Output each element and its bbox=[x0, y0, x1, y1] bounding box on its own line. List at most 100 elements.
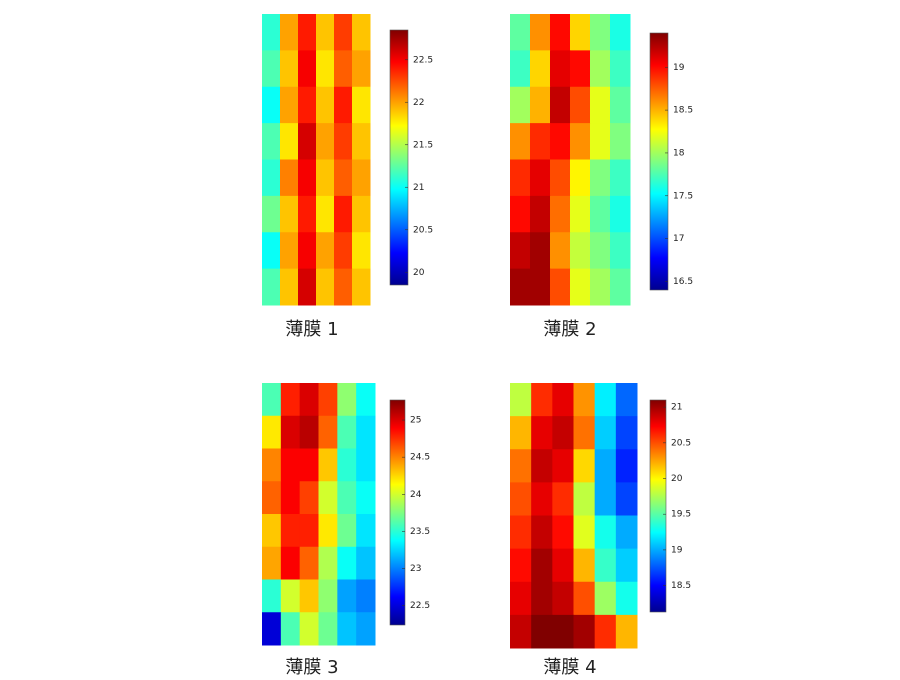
heat-cell bbox=[318, 448, 338, 482]
heat-cell bbox=[318, 612, 338, 646]
heat-cell bbox=[530, 86, 551, 124]
heat-cell bbox=[594, 581, 617, 616]
heat-cell bbox=[280, 448, 301, 482]
colorbar-tick-label: 20.5 bbox=[671, 438, 691, 448]
heat-cell bbox=[531, 482, 553, 516]
heat-cell bbox=[356, 579, 376, 613]
heat-cell bbox=[356, 612, 376, 646]
heat-cell bbox=[280, 159, 299, 197]
heat-cell bbox=[318, 579, 338, 613]
heat-cell bbox=[298, 14, 317, 51]
heat-cell bbox=[262, 14, 281, 51]
heat-cell bbox=[590, 86, 611, 124]
heat-cell bbox=[530, 50, 551, 88]
panel-title: 薄膜 4 bbox=[543, 657, 596, 678]
colorbar-tick-label: 16.5 bbox=[673, 277, 693, 287]
heat-cell bbox=[610, 123, 631, 160]
colorbar-tick-label: 20 bbox=[671, 474, 683, 484]
heat-cell bbox=[356, 546, 376, 580]
heat-cell bbox=[573, 416, 596, 450]
heat-cell bbox=[550, 232, 571, 270]
heat-cell bbox=[352, 195, 371, 233]
heat-cell bbox=[573, 449, 596, 483]
heat-cell bbox=[510, 232, 531, 270]
heat-cell bbox=[298, 86, 317, 124]
heat-cell bbox=[262, 415, 282, 449]
heat-cell bbox=[352, 232, 371, 270]
colorbar-tick-label: 19 bbox=[673, 63, 685, 73]
heat-cell bbox=[531, 614, 553, 649]
heat-cell bbox=[530, 159, 551, 197]
heat-cell bbox=[510, 482, 532, 516]
heat-cell bbox=[334, 159, 353, 197]
panel-title: 薄膜 3 bbox=[285, 657, 338, 678]
heat-cell bbox=[594, 416, 617, 450]
heat-cell bbox=[615, 482, 638, 516]
heat-cell bbox=[550, 50, 571, 88]
heat-cell bbox=[594, 515, 617, 550]
heat-cell bbox=[298, 268, 317, 306]
heat-cell bbox=[337, 514, 357, 548]
heat-cell bbox=[610, 86, 631, 124]
heat-cell bbox=[510, 416, 532, 450]
colorbar-tick-label: 20.5 bbox=[413, 225, 433, 235]
heat-cell bbox=[531, 581, 553, 616]
heat-cell bbox=[550, 195, 571, 233]
heat-cell bbox=[573, 614, 596, 649]
heat-cell bbox=[334, 123, 353, 160]
heat-cell bbox=[615, 383, 638, 417]
heat-cell bbox=[573, 548, 596, 583]
colorbar-tick-label: 21 bbox=[671, 403, 682, 413]
heat-cell bbox=[510, 159, 531, 197]
heat-cell bbox=[615, 581, 638, 616]
heat-cell bbox=[299, 481, 319, 515]
heat-cell bbox=[570, 50, 591, 88]
heat-cell bbox=[510, 581, 532, 616]
heat-cell bbox=[299, 448, 319, 482]
colorbar-tick-label: 21.5 bbox=[413, 140, 433, 150]
colorbar-tick-label: 24 bbox=[410, 490, 422, 500]
heat-cell bbox=[594, 383, 617, 417]
heat-cell bbox=[356, 383, 376, 417]
heat-cell bbox=[615, 449, 638, 483]
heat-cell bbox=[552, 449, 574, 483]
heat-cell bbox=[337, 383, 357, 417]
heat-cell bbox=[552, 548, 574, 583]
colorbar-tick-label: 22.5 bbox=[410, 601, 430, 611]
heat-cell bbox=[510, 123, 531, 160]
heat-cell bbox=[530, 268, 551, 306]
heat-cell bbox=[573, 383, 596, 417]
heat-cell bbox=[610, 159, 631, 197]
heat-cell bbox=[550, 159, 571, 197]
heat-cell bbox=[550, 14, 571, 51]
colorbar-tick-label: 17 bbox=[673, 234, 684, 244]
heat-cell bbox=[280, 14, 299, 51]
colorbar-tick-label: 23.5 bbox=[410, 527, 430, 537]
heat-cell bbox=[352, 50, 371, 88]
heat-cell bbox=[531, 548, 553, 583]
heat-cell bbox=[570, 268, 591, 306]
heat-cell bbox=[337, 448, 357, 482]
heat-cell bbox=[262, 86, 281, 124]
heat-cell bbox=[318, 546, 338, 580]
heat-cell bbox=[280, 415, 301, 449]
heat-cell bbox=[610, 14, 631, 51]
heat-cell bbox=[316, 195, 335, 233]
heat-cell bbox=[570, 86, 591, 124]
heat-cell bbox=[299, 546, 319, 580]
heat-cell bbox=[262, 546, 282, 580]
colorbar bbox=[649, 399, 667, 613]
colorbar-tick-label: 22.5 bbox=[413, 55, 433, 65]
heat-cell bbox=[531, 383, 553, 417]
heat-cell bbox=[530, 14, 551, 51]
heat-cell bbox=[510, 548, 532, 583]
heat-cell bbox=[552, 383, 574, 417]
heat-cell bbox=[298, 50, 317, 88]
heat-cell bbox=[280, 579, 301, 613]
heat-cell bbox=[552, 515, 574, 550]
heat-cell bbox=[262, 481, 282, 515]
heat-cell bbox=[590, 268, 611, 306]
heat-cell bbox=[510, 50, 531, 88]
colorbar bbox=[389, 29, 409, 286]
